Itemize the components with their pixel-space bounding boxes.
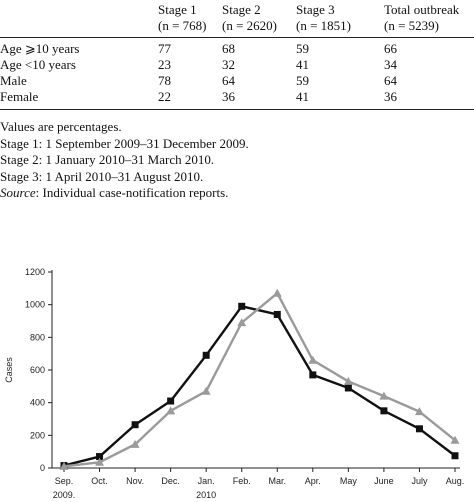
header-title: Stage 1 [158,2,197,17]
data-point-triangle [343,376,353,385]
data-point-square [415,425,423,433]
header-sample-size: (n = 768) [158,18,207,33]
bottom-rule [0,109,474,110]
row-label: Female [0,89,39,104]
row-label: Age <10 years [0,57,76,72]
data-point-triangle [414,407,424,416]
y-tick-label: 800 [30,332,45,342]
y-tick-label: 0 [40,463,45,473]
x-tick-label: Apr. [305,476,321,486]
header-stage-2: Stage 2 (n = 2620) [222,2,277,34]
x-tick-label: Jan. [198,476,215,486]
row-label: Age ⩾10 years [0,41,80,56]
cell-stage-3: 59 [296,73,309,88]
cell-stage-1: 22 [158,89,171,104]
header-title: Total outbreak [384,2,460,17]
source-text: : Individual case-notification reports. [35,185,229,200]
data-point-square [451,452,459,460]
cases-line-chart: 0 200 400 600 800 1000 1200 Cases Sep. Oct. Nov. De… [0,262,474,502]
data-point-square [309,371,317,379]
series-line-1 [63,305,456,467]
data-point-triangle [59,461,69,470]
data-point-square [202,351,210,359]
cell-stage-3: 41 [296,57,309,72]
data-point-square [167,397,175,405]
x-tick-label: Sep. [55,476,74,486]
data-point-triangle [95,457,105,466]
table-row: Age <10 years 23 32 41 34 [0,57,474,73]
header-rule [0,37,474,38]
x-tick-label: Nov. [126,476,144,486]
row-label: Male [0,73,27,88]
y-tick-label: 200 [30,430,45,440]
source-label: Source [0,185,36,200]
table-row: Male 78 64 59 64 [0,73,474,89]
data-point-triangle [379,391,389,400]
x-tick-label: Mar. [269,476,287,486]
cell-stage-1: 77 [158,41,171,56]
series-line-2 [63,292,456,468]
cell-stage-1: 23 [158,57,171,72]
header-sample-size: (n = 1851) [296,18,351,33]
y-tick-label: 1000 [25,300,45,310]
table-footnotes: Values are percentages. Stage 1: 1 Septe… [0,119,474,202]
footnote: Stage 2: 1 January 2010–31 March 2010. [0,152,215,167]
x-year-label: 2009. [53,490,76,500]
header-title: Stage 2 [222,2,261,17]
cell-stage-2: 32 [222,57,235,72]
table-row: Age ⩾10 years 77 68 59 66 [0,41,474,57]
x-tick-label: Dec. [161,476,180,486]
header-stage-1: Stage 1 (n = 768) [158,2,207,34]
data-point-triangle [308,355,318,364]
x-year-label: 2010 [196,490,216,500]
table-row: Female 22 36 41 36 [0,89,474,105]
footnote: Stage 1: 1 September 2009–31 December 20… [0,135,249,151]
footnote: Values are percentages. [0,119,122,134]
data-point-triangle [272,288,282,297]
data-point-square [96,453,104,461]
header-sample-size: (n = 2620) [222,18,277,33]
data-point-triangle [450,435,460,444]
header-total-outbreak: Total outbreak (n = 5239) [384,2,459,34]
header-title: Stage 3 [296,2,335,17]
data-point-triangle [201,386,211,395]
header-sample-size: (n = 5239) [384,18,439,33]
y-tick-label: 400 [30,398,45,408]
cell-total: 36 [384,89,397,104]
y-tick-label: 600 [30,365,45,375]
cell-stage-2: 68 [222,41,235,56]
data-point-square [238,302,246,310]
data-point-triangle [166,406,176,415]
cell-total: 34 [384,57,397,72]
x-tick-label: June [374,476,394,486]
cell-total: 66 [384,41,397,56]
data-point-triangle [130,439,140,448]
x-tick-label: Aug. [446,476,465,486]
data-point-triangle [237,318,247,327]
x-tick-label: Oct. [91,476,108,486]
cell-stage-3: 41 [296,89,309,104]
data-point-square [273,310,281,318]
header-stage-3: Stage 3 (n = 1851) [296,2,351,34]
footnote: Stage 3: 1 April 2010–31 August 2010. [0,168,204,184]
y-axis-label: Cases [4,357,14,383]
data-point-square [344,384,352,392]
cell-stage-3: 59 [296,41,309,56]
source-note: Source: Individual case-notification rep… [0,185,474,202]
chart-svg: 0 200 400 600 800 1000 1200 Cases Sep. Oct. Nov. De… [4,267,465,500]
data-point-square [131,421,139,429]
x-tick-label: July [411,476,428,486]
cell-total: 64 [384,73,397,88]
cell-stage-2: 64 [222,73,235,88]
data-point-square [380,407,388,415]
x-tick-label: May [340,476,358,486]
x-tick-label: Feb. [233,476,251,486]
cell-stage-2: 36 [222,89,235,104]
y-tick-label: 1200 [25,267,45,277]
cell-stage-1: 78 [158,73,171,88]
